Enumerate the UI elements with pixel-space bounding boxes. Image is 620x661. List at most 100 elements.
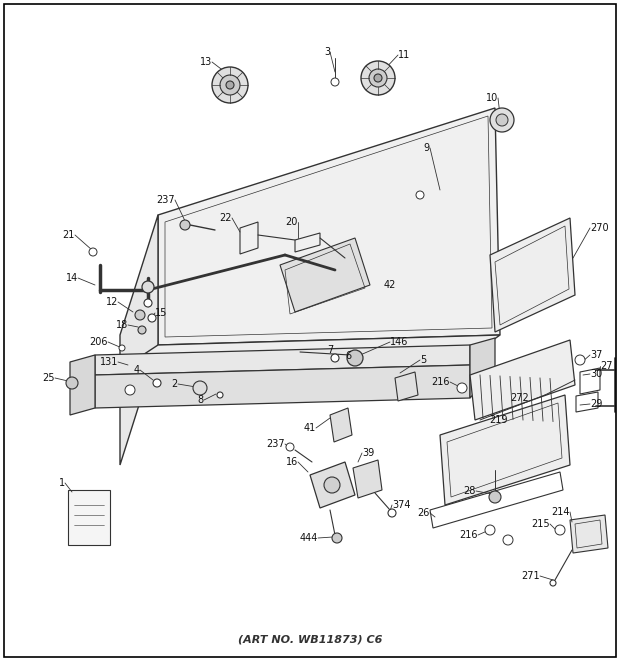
Text: 146: 146 [390,337,409,347]
Text: 271: 271 [521,571,540,581]
Text: 8: 8 [198,395,204,405]
Text: 41: 41 [304,423,316,433]
Polygon shape [120,335,500,370]
Circle shape [555,525,565,535]
Circle shape [324,477,340,493]
Circle shape [138,326,146,334]
Text: 37: 37 [590,350,603,360]
Text: 22: 22 [219,213,232,223]
Text: eReplacementParts.com: eReplacementParts.com [249,390,375,400]
Text: 11: 11 [398,50,410,60]
Text: 14: 14 [66,273,78,283]
Text: 237: 237 [267,439,285,449]
Text: 27: 27 [600,361,613,371]
Text: 9: 9 [424,143,430,153]
Circle shape [135,310,145,320]
Circle shape [496,114,508,126]
Circle shape [374,74,382,82]
Text: 10: 10 [485,93,498,103]
Circle shape [217,392,223,398]
Circle shape [485,525,495,535]
Circle shape [369,69,387,87]
Text: 16: 16 [286,457,298,467]
Polygon shape [95,345,470,375]
Text: 1: 1 [59,478,65,488]
Circle shape [193,381,207,395]
Circle shape [388,509,396,517]
Text: 270: 270 [590,223,609,233]
Polygon shape [470,340,575,420]
Text: 39: 39 [362,448,374,458]
Circle shape [286,443,294,451]
Polygon shape [330,408,352,442]
Polygon shape [395,372,418,401]
Circle shape [489,491,501,503]
Circle shape [180,220,190,230]
Circle shape [416,191,424,199]
Text: 25: 25 [43,373,55,383]
Polygon shape [158,108,500,345]
Text: 374: 374 [392,500,410,510]
Circle shape [220,75,240,95]
Text: 216: 216 [432,377,450,387]
Circle shape [144,299,152,307]
Circle shape [89,248,97,256]
Circle shape [490,108,514,132]
Text: 42: 42 [384,280,396,290]
Text: 2: 2 [172,379,178,389]
Text: 214: 214 [552,507,570,517]
Polygon shape [490,218,575,332]
Text: 15: 15 [155,308,167,318]
Text: 28: 28 [464,486,476,496]
Circle shape [226,81,234,89]
Circle shape [575,355,585,365]
Circle shape [331,78,339,86]
Text: 3: 3 [324,47,330,57]
Text: 215: 215 [531,519,550,529]
Text: 13: 13 [200,57,212,67]
Text: 21: 21 [63,230,75,240]
Text: 6: 6 [345,351,351,361]
Polygon shape [470,338,495,398]
Text: 131: 131 [100,357,118,367]
Text: 18: 18 [116,320,128,330]
Circle shape [142,281,154,293]
Polygon shape [68,490,110,545]
Text: 216: 216 [459,530,478,540]
Text: 206: 206 [89,337,108,347]
Text: 7: 7 [327,345,333,355]
Circle shape [331,354,339,362]
Polygon shape [310,462,355,508]
Text: 20: 20 [286,217,298,227]
Circle shape [347,350,363,366]
Text: 237: 237 [156,195,175,205]
Text: 29: 29 [590,399,603,409]
Text: (ART NO. WB11873) C6: (ART NO. WB11873) C6 [238,635,382,645]
Text: 26: 26 [418,508,430,518]
Circle shape [148,314,156,322]
Circle shape [361,61,395,95]
Circle shape [550,580,556,586]
Polygon shape [280,238,370,312]
Polygon shape [353,460,382,498]
Polygon shape [95,365,470,408]
Circle shape [153,379,161,387]
Polygon shape [120,215,158,465]
Circle shape [503,535,513,545]
Circle shape [332,533,342,543]
Text: 444: 444 [299,533,318,543]
Polygon shape [440,395,570,505]
Circle shape [66,377,78,389]
Polygon shape [70,355,95,415]
Circle shape [125,385,135,395]
Text: 272: 272 [511,393,529,403]
Text: 5: 5 [420,355,427,365]
Text: 4: 4 [134,365,140,375]
Circle shape [457,383,467,393]
Text: 219: 219 [489,415,507,425]
Polygon shape [570,515,608,553]
Circle shape [119,345,125,351]
Text: 12: 12 [105,297,118,307]
Circle shape [212,67,248,103]
Text: 30: 30 [590,369,602,379]
